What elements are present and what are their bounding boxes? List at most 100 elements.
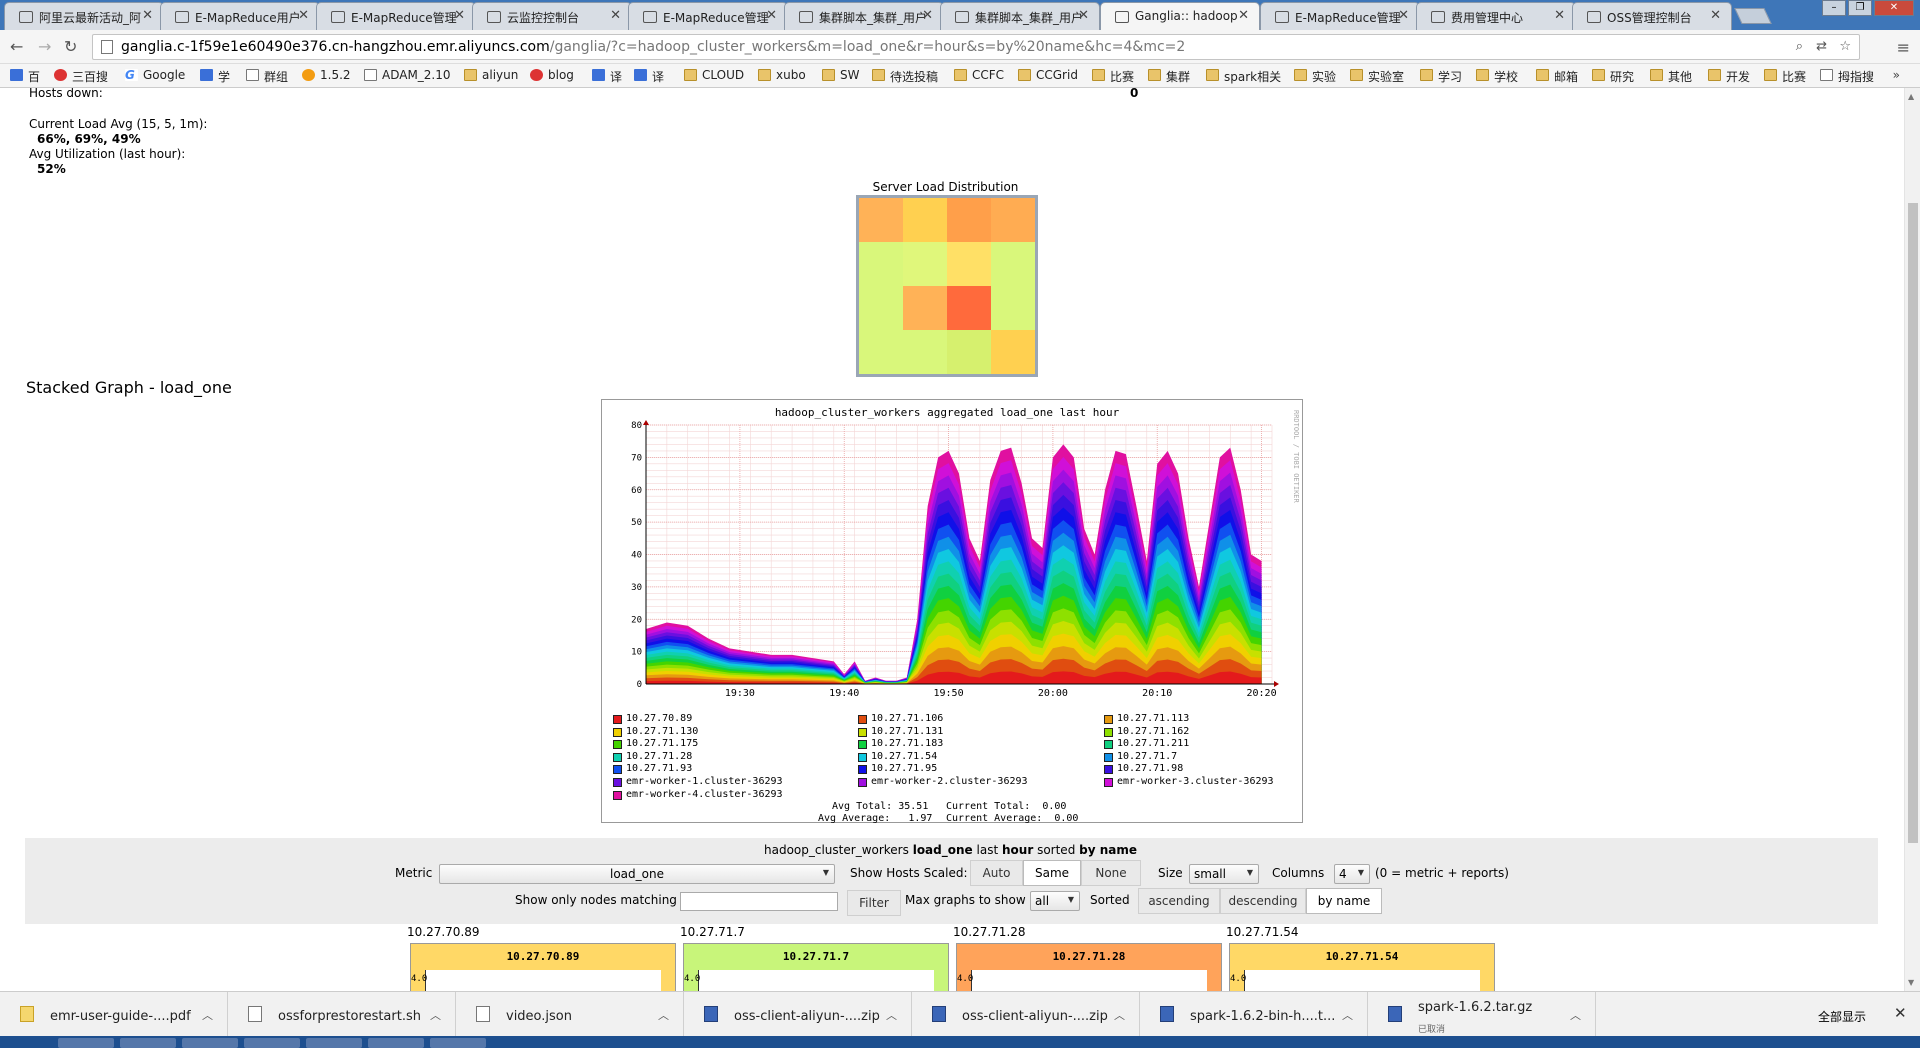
chevron-up-icon[interactable]: ︿ [1570,1009,1581,1022]
chevron-up-icon[interactable]: ︿ [202,1009,213,1022]
bookmark-star-icon[interactable]: ☆ [1839,39,1851,54]
bookmark[interactable]: CCFC [954,68,1004,82]
host-graph[interactable]: 10.27.70.89 4.0 [410,943,676,991]
minimize-icon[interactable]: – [1822,0,1846,16]
tab-8-active[interactable]: Ganglia:: hadoop ✕ [1100,2,1260,30]
back-icon[interactable]: ← [10,37,24,56]
bookmark[interactable]: G Google [125,68,186,82]
taskbar-item[interactable] [306,1038,362,1048]
tab-3[interactable]: E-MapReduce管理 ✕ [316,2,476,30]
bookmark[interactable]: SW [822,68,859,82]
chevron-up-icon[interactable]: ︿ [1342,1009,1353,1022]
heatmap-cell[interactable] [991,330,1035,374]
bookmark[interactable]: 实验 [1294,68,1336,85]
scroll-up-icon[interactable]: ▲ [1908,92,1915,101]
taskbar-item[interactable] [120,1038,176,1048]
host-graph[interactable]: 10.27.71.28 4.0 [956,943,1222,991]
heatmap-cell[interactable] [859,286,903,330]
host-graph[interactable]: 10.27.71.54 4.0 [1229,943,1495,991]
bookmark[interactable]: 群组 [246,68,288,85]
zoom-icon[interactable]: ⌕ [1795,39,1803,54]
bookmark[interactable]: blog [530,68,574,82]
tab-1[interactable]: 阿里云最新活动_阿 ✕ [4,2,164,30]
taskbar-item[interactable] [244,1038,300,1048]
close-tab-icon[interactable]: ✕ [1398,8,1409,23]
heatmap-cell[interactable] [991,198,1035,242]
bookmark[interactable]: 译 [634,68,664,85]
scaled-same-button[interactable]: Same [1023,860,1081,886]
bookmark[interactable]: 译 [592,68,622,85]
close-tab-icon[interactable]: ✕ [922,8,933,23]
bookmark[interactable]: CLOUD [684,68,744,82]
taskbar-item[interactable] [58,1038,114,1048]
sort-by-name-button[interactable]: by name [1306,888,1382,914]
scaled-auto-button[interactable]: Auto [970,860,1023,886]
bookmark[interactable]: 实验室 [1350,68,1404,85]
bookmark[interactable]: 邮箱 [1536,68,1578,85]
bookmark[interactable]: 学习 [1420,68,1462,85]
download-item[interactable]: oss-client-aliyun-....zip ︿ [684,992,912,1037]
taskbar-item[interactable] [182,1038,238,1048]
bookmark[interactable]: ADAM_2.10 [364,68,451,82]
menu-icon[interactable]: ≡ [1896,38,1910,57]
close-tab-icon[interactable]: ✕ [1078,8,1089,23]
chevron-up-icon[interactable]: ︿ [658,1009,669,1022]
bookmark[interactable]: 三百搜 [54,68,108,85]
download-item[interactable]: emr-user-guide-....pdf ︿ [0,992,228,1037]
heatmap-cell[interactable] [903,198,947,242]
scrollbar-thumb[interactable] [1908,203,1918,843]
close-tab-icon[interactable]: ✕ [766,8,777,23]
metric-select[interactable]: load_one ▼ [439,864,835,884]
heatmap-cell[interactable] [859,198,903,242]
maximize-icon[interactable]: ❐ [1848,0,1872,16]
stacked-graph[interactable]: hadoop_cluster_workers aggregated load_o… [601,399,1303,824]
download-item[interactable]: ossforprestorestart.sh ︿ [228,992,456,1037]
heatmap-cell[interactable] [947,286,991,330]
bookmark[interactable]: 比赛 [1764,68,1806,85]
bookmark[interactable]: xubo [758,68,806,82]
close-tab-icon[interactable]: ✕ [454,8,465,23]
chevron-up-icon[interactable]: ︿ [430,1009,441,1022]
heatmap-cell[interactable] [947,242,991,286]
host-name[interactable]: 10.27.71.54 [1226,925,1299,939]
download-item[interactable]: video.json ︿ [456,992,684,1037]
bookmark[interactable]: CCGrid [1018,68,1078,82]
page-info-icon[interactable] [101,40,113,54]
scaled-none-button[interactable]: None [1081,860,1141,886]
new-tab-button[interactable] [1734,8,1772,24]
host-graph[interactable]: 10.27.71.7 4.0 [683,943,949,991]
bookmark[interactable]: 比赛 [1092,68,1134,85]
tab-10[interactable]: 费用管理中心 ✕ [1416,2,1576,30]
heatmap-cell[interactable] [903,330,947,374]
bookmark[interactable]: spark相关 [1206,68,1281,85]
chevron-up-icon[interactable]: ︿ [1114,1009,1125,1022]
show-all-downloads-link[interactable]: 全部显示 [1818,1010,1867,1024]
close-tab-icon[interactable]: ✕ [610,8,621,23]
host-name[interactable]: 10.27.71.28 [953,925,1026,939]
bookmark[interactable]: 学校 [1476,68,1518,85]
bookmark[interactable]: aliyun [464,68,518,82]
address-bar[interactable]: ganglia.c-1f59e1e60490e376.cn-hangzhou.e… [92,34,1860,60]
heatmap-cell[interactable] [991,286,1035,330]
taskbar-item[interactable] [430,1038,486,1048]
close-tab-icon[interactable]: ✕ [1710,8,1721,23]
tab-4[interactable]: 云监控控制台 ✕ [472,2,632,30]
close-tab-icon[interactable]: ✕ [1238,8,1249,23]
heatmap-cell[interactable] [947,198,991,242]
tab-2[interactable]: E-MapReduce用户 ✕ [160,2,320,30]
chevron-up-icon[interactable]: ︿ [886,1009,897,1022]
bookmark[interactable]: 拇指搜 [1820,68,1874,85]
tab-6[interactable]: 集群脚本_集群_用户 ✕ [784,2,944,30]
filter-input[interactable] [680,892,838,911]
filter-button[interactable]: Filter [847,890,901,916]
columns-select[interactable]: 4 ▼ [1334,864,1370,884]
download-item[interactable]: spark-1.6.2-bin-h....t... ︿ [1140,992,1368,1037]
tab-7[interactable]: 集群脚本_集群_用户 ✕ [940,2,1100,30]
scroll-down-icon[interactable]: ▼ [1908,978,1915,987]
heatmap-cell[interactable] [947,330,991,374]
host-name[interactable]: 10.27.71.7 [680,925,745,939]
close-tab-icon[interactable]: ✕ [1554,8,1565,23]
bookmark[interactable]: 其他 [1650,68,1692,85]
heatmap-cell[interactable] [903,242,947,286]
close-tab-icon[interactable]: ✕ [298,8,309,23]
